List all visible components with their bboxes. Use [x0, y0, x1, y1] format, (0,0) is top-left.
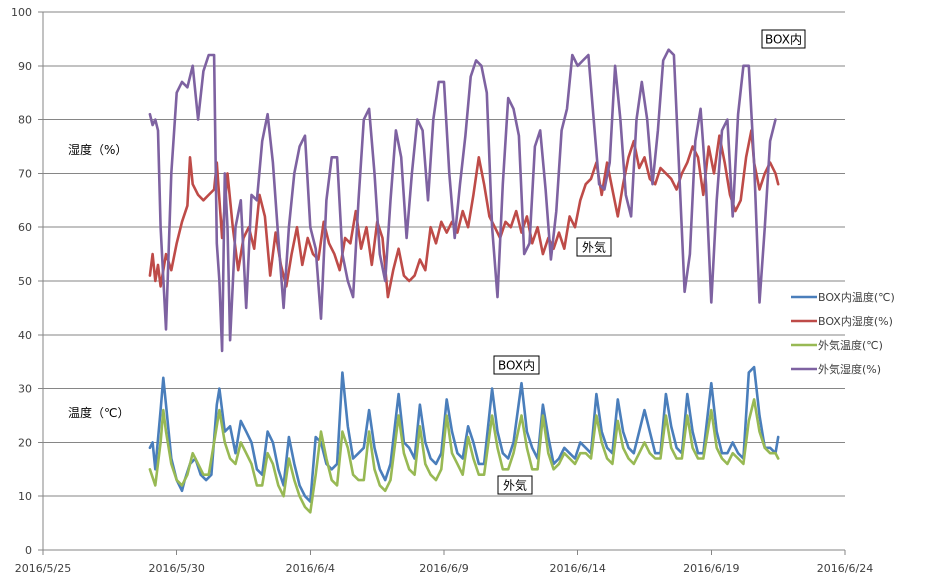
y-tick-label-50: 50: [18, 275, 32, 288]
series-line-1: [148, 365, 780, 503]
legend-label-2: BOX内湿度(%): [818, 314, 893, 328]
y-axis-ticks: 0 10 20 30 40 50 60 70 80 90 100: [11, 6, 32, 557]
legend: BOX内温度(℃) BOX内湿度(%) 外気温度(℃) 外気湿度(%): [791, 290, 895, 376]
legend-label-3: 外気温度(℃): [818, 338, 883, 352]
y-tick-label-30: 30: [18, 383, 32, 396]
x-tick-label-0: 2016/5/25: [15, 562, 71, 575]
x-tick-label-4: 2016/6/14: [549, 562, 605, 575]
legend-label-1: BOX内温度(℃): [818, 290, 895, 304]
annotation-box-outside-humidity: [576, 237, 612, 257]
y-tick-label-100: 100: [11, 6, 32, 19]
annotation-box-temp: BOX内: [498, 359, 535, 373]
y-tick-label-70: 70: [18, 167, 32, 180]
x-tick-label-3: 2016/6/9: [419, 562, 468, 575]
annotation-temp-label: 温度（℃）: [68, 405, 129, 420]
annotation-box-box-top: [761, 29, 806, 49]
y-tick-label-20: 20: [18, 436, 32, 449]
annotation-box-top: BOX内: [765, 33, 802, 47]
y-tick-label-80: 80: [18, 114, 32, 127]
annotation-box-outside-temp: [497, 475, 533, 495]
y-tick-label-60: 60: [18, 221, 32, 234]
x-tick-label-2: 2016/6/4: [286, 562, 335, 575]
series-group: [148, 48, 780, 514]
annotations: BOX内 湿度（%） 外気 BOX内 温度（℃） 外気: [68, 29, 806, 495]
annotation-outside-temp: 外気: [503, 478, 527, 493]
annotation-outside-humidity: 外気: [582, 240, 606, 255]
annotation-box-box-temp: [493, 355, 540, 375]
y-tick-label-90: 90: [18, 60, 32, 73]
x-tick-label-5: 2016/6/19: [683, 562, 739, 575]
y-tick-label-40: 40: [18, 329, 32, 342]
x-tick-label-6: 2016/6/24: [817, 562, 873, 575]
legend-label-4: 外気湿度(%): [818, 362, 881, 376]
x-axis-ticks: 2016/5/25 2016/5/30 2016/6/4 2016/6/9 2016/6…: [15, 550, 873, 575]
series-line-4: [148, 48, 777, 353]
y-tick-label-10: 10: [18, 490, 32, 503]
annotation-humidity-label: 湿度（%）: [68, 142, 127, 157]
series-line-3: [148, 398, 780, 514]
y-tick-label-0: 0: [25, 544, 32, 557]
series-line-2: [148, 129, 780, 299]
x-tick-label-1: 2016/5/30: [148, 562, 204, 575]
